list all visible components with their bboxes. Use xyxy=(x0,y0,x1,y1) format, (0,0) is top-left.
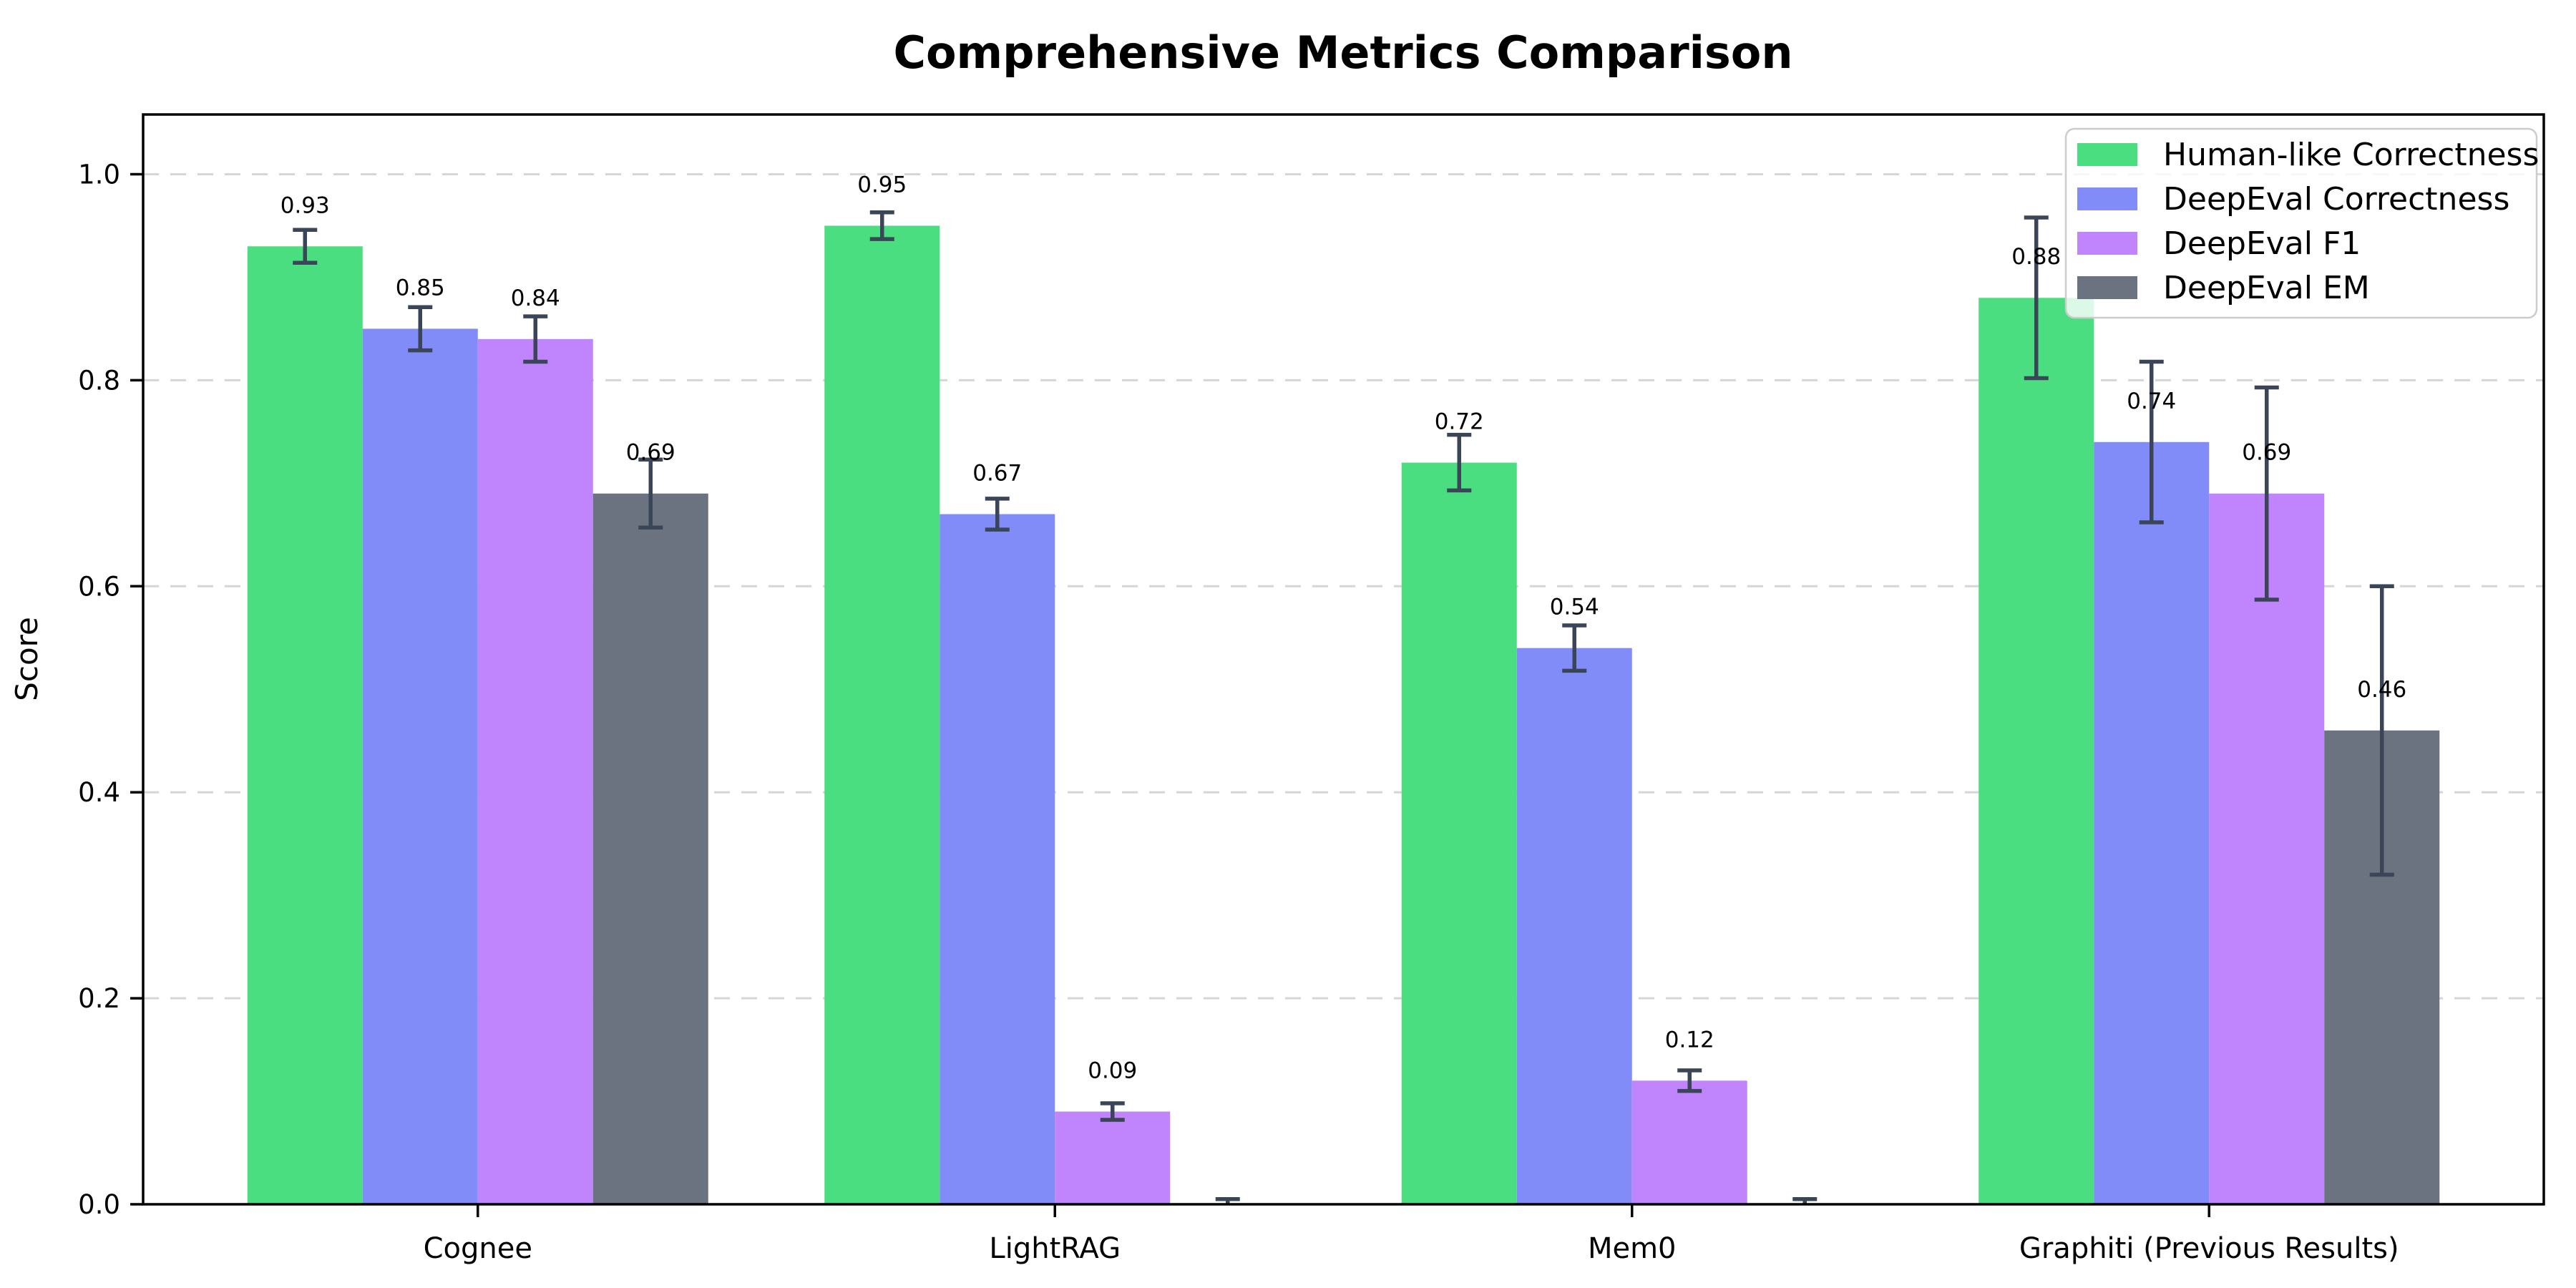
y-axis-label: Score xyxy=(9,617,44,701)
bar xyxy=(362,328,478,1205)
legend-item: DeepEval F1 xyxy=(2077,225,2361,262)
error-bar xyxy=(2024,215,2049,381)
value-label: 0.69 xyxy=(626,440,675,466)
bar xyxy=(592,493,708,1204)
value-label: 0.88 xyxy=(2011,244,2061,270)
bar xyxy=(2094,441,2210,1205)
x-tick-label: LightRAG xyxy=(989,1232,1121,1265)
value-label: 0.85 xyxy=(396,275,445,301)
bar xyxy=(2209,493,2325,1204)
value-label: 0.46 xyxy=(2357,677,2406,703)
error-bars xyxy=(293,210,2394,1204)
x-tick-label: Mem0 xyxy=(1588,1232,1677,1265)
error-bar xyxy=(1447,432,1472,493)
value-labels: 0.93 0.95 0.72 0.88 0.85 0.67 0.54 0.74 0.84 0.09… xyxy=(280,172,2407,1083)
y-tick-label: 0.0 xyxy=(78,1189,120,1220)
x-tick-label: Cognee xyxy=(424,1232,532,1265)
error-bar xyxy=(1677,1068,1702,1093)
error-bar xyxy=(985,497,1010,532)
legend-box xyxy=(2064,127,2538,319)
value-label: 0.69 xyxy=(2242,440,2291,466)
bar xyxy=(247,246,363,1204)
y-tick-label: 0.6 xyxy=(78,571,120,602)
legend: Human-like Correctness DeepEval Correctne… xyxy=(2064,127,2539,319)
error-bar xyxy=(1100,1101,1125,1122)
plot-border xyxy=(142,113,2545,1206)
legend-label: Human-like Correctness xyxy=(2163,137,2539,173)
bar xyxy=(1401,462,1517,1204)
legend-label: DeepEval EM xyxy=(2163,270,2370,306)
x-tick-label: Graphiti (Previous Results) xyxy=(2019,1232,2399,1265)
bar xyxy=(824,225,940,1204)
axes xyxy=(130,113,2545,1217)
error-bar xyxy=(293,228,318,265)
bar xyxy=(477,338,593,1204)
error-bar xyxy=(1562,623,1587,673)
y-tick-label: 0.8 xyxy=(78,365,120,396)
value-label: 0.72 xyxy=(1435,409,1484,435)
bars xyxy=(247,225,2440,1205)
bar xyxy=(1516,648,1632,1204)
value-label: 0.84 xyxy=(511,286,560,311)
y-tick-label: 0.4 xyxy=(78,777,120,808)
legend-swatch xyxy=(2077,187,2137,210)
error-bar xyxy=(2369,584,2394,877)
error-bar xyxy=(408,305,433,353)
bar xyxy=(1979,298,2094,1204)
legend-item: Human-like Correctness xyxy=(2077,137,2539,173)
legend-swatch xyxy=(2077,143,2137,166)
legend-swatch xyxy=(2077,276,2137,299)
legend-label: DeepEval Correctness xyxy=(2163,181,2509,218)
bar xyxy=(1055,1111,1171,1204)
error-bar xyxy=(638,457,663,530)
value-label: 0.67 xyxy=(972,461,1022,487)
error-bar xyxy=(2139,359,2164,525)
legend-item: DeepEval EM xyxy=(2077,270,2370,306)
value-label: 0.74 xyxy=(2127,389,2176,414)
bar xyxy=(1631,1080,1747,1204)
legend-item: DeepEval Correctness xyxy=(2077,181,2509,218)
value-label: 0.95 xyxy=(857,172,907,197)
value-label: 0.09 xyxy=(1088,1058,1137,1083)
legend-swatch xyxy=(2077,232,2137,255)
error-bar xyxy=(869,210,894,241)
error-bar xyxy=(523,314,548,364)
tick-labels: 0.0 0.2 0.4 0.6 0.8 1.0 Cognee LightRAG Mem0 Grap… xyxy=(78,159,2399,1265)
value-label: 0.93 xyxy=(280,192,330,218)
y-tick-label: 0.2 xyxy=(78,983,120,1014)
bar xyxy=(940,514,1055,1204)
chart-title: Comprehensive Metrics Comparison xyxy=(893,26,1792,79)
value-label: 0.12 xyxy=(1665,1027,1714,1053)
error-bar xyxy=(2254,385,2279,602)
value-label: 0.54 xyxy=(1550,595,1599,620)
y-tick-label: 1.0 xyxy=(78,159,120,190)
legend-label: DeepEval F1 xyxy=(2163,225,2361,262)
